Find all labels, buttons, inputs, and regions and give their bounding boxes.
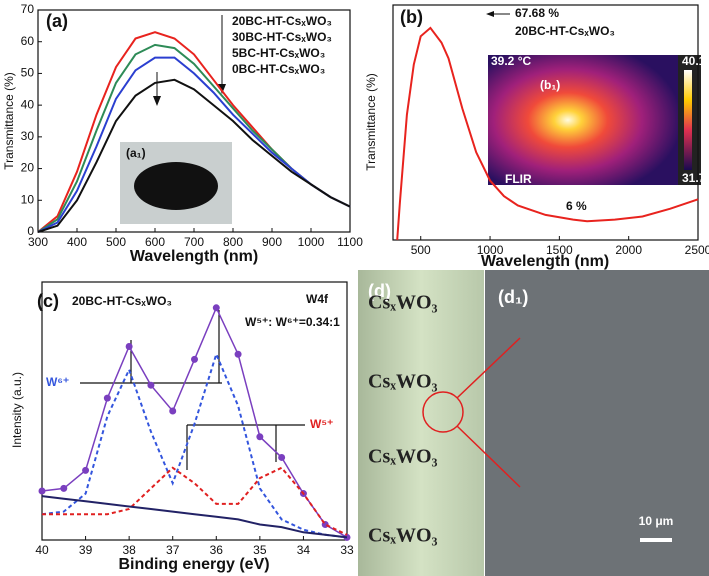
- data-point: [125, 343, 133, 350]
- legend-label: 20BC-HT-CsₓWO₃: [232, 14, 332, 28]
- data-point: [191, 355, 198, 363]
- x-tick-label: 1000: [298, 235, 325, 249]
- panel-label: (d): [368, 281, 391, 301]
- annotation: 6 %: [566, 199, 587, 213]
- x-tick-label: 2500: [685, 243, 709, 257]
- data-point: [82, 466, 90, 474]
- y-axis-label: Transmittance (%): [2, 72, 16, 170]
- colorbar: [684, 70, 692, 170]
- data-point: [212, 304, 220, 312]
- x-tick-label: 1000: [477, 243, 504, 257]
- data-point: [38, 487, 46, 495]
- x-tick-label: 600: [145, 235, 165, 249]
- scale-label: 10 μm: [639, 514, 674, 528]
- series-line: [42, 466, 348, 536]
- legend-label: 0BC-HT-CsₓWO₃: [232, 62, 325, 76]
- arrow-head: [153, 96, 161, 106]
- x-tick-label: 34: [297, 543, 311, 557]
- series-line: [41, 305, 348, 539]
- y-tick-label: 60: [21, 34, 35, 48]
- sample-text: CsₓWO₃: [368, 525, 438, 547]
- data-point: [103, 394, 111, 402]
- legend-label: 5BC-HT-CsₓWO₃: [232, 46, 325, 60]
- x-tick-label: 38: [122, 543, 136, 557]
- sample-text: CsₓWO₃: [368, 371, 438, 393]
- x-tick-label: 36: [210, 543, 224, 557]
- series-line: [37, 56, 351, 233]
- series-line: [37, 78, 351, 233]
- y-axis-label: Transmittance (%): [364, 73, 378, 171]
- y-tick-label: 30: [21, 129, 35, 143]
- plot-frame: [392, 4, 699, 241]
- x-tick-label: 35: [253, 543, 267, 557]
- panel-label: (a): [46, 11, 68, 31]
- x-tick-label: 400: [67, 235, 87, 249]
- inset-text: 40.1: [682, 54, 706, 68]
- x-tick-label: 300: [28, 235, 48, 249]
- inset-label: (a₁): [126, 146, 146, 160]
- y-axis-label: Intensity (a.u.): [10, 372, 24, 448]
- annotation: 67.68 %: [515, 6, 559, 20]
- data-point: [343, 533, 351, 541]
- data-point: [60, 484, 68, 492]
- arrow-head: [218, 84, 226, 94]
- data-point: [256, 433, 264, 441]
- zoom-label: (d₁): [498, 287, 528, 307]
- inset-text: FLIR: [505, 172, 532, 186]
- sem-image: [485, 270, 709, 576]
- inset-text: 39.2 °C: [491, 54, 531, 68]
- x-tick-label: 39: [79, 543, 93, 557]
- x-tick-label: 1500: [546, 243, 573, 257]
- legend-label: 30BC-HT-CsₓWO₃: [232, 30, 332, 44]
- annotation: W⁵⁺: W⁶⁺=0.34:1: [245, 315, 340, 329]
- x-tick-label: 40: [35, 543, 49, 557]
- x-tick-label: 800: [223, 235, 243, 249]
- y-tick-label: 70: [21, 2, 35, 16]
- annotation: 20BC-HT-CsₓWO₃: [515, 24, 615, 38]
- film-photo: [358, 270, 484, 576]
- x-tick-label: 500: [411, 243, 431, 257]
- x-axis-label: Wavelength (nm): [481, 253, 609, 270]
- annotation: W4f: [306, 292, 329, 306]
- x-tick-label: 700: [184, 235, 204, 249]
- panel-label: (c): [37, 291, 59, 311]
- series-line: [41, 351, 348, 539]
- thermal-image: [488, 55, 678, 185]
- y-tick-label: 20: [21, 161, 35, 175]
- x-tick-label: 2000: [615, 243, 642, 257]
- y-tick-label: 50: [21, 66, 35, 80]
- y-tick-label: 0: [27, 224, 34, 238]
- x-axis-label: Wavelength (nm): [130, 248, 258, 265]
- data-point: [278, 453, 286, 461]
- x-tick-label: 37: [166, 543, 180, 557]
- annotation: 20BC-HT-CsₓWO₃: [72, 294, 172, 308]
- y-tick-label: 10: [21, 192, 35, 206]
- x-axis-label: Binding energy (eV): [118, 556, 269, 573]
- data-point: [147, 381, 155, 389]
- inset-text: (b₁): [540, 78, 560, 92]
- panel-label: (b): [400, 7, 423, 27]
- x-tick-label: 1100: [337, 235, 363, 249]
- x-tick-label: 33: [340, 543, 354, 557]
- sample-text: CsₓWO₃: [368, 292, 438, 314]
- x-tick-label: 900: [262, 235, 282, 249]
- data-point: [169, 407, 177, 415]
- annotation: W⁶⁺: [46, 375, 69, 389]
- plot-frame: [41, 281, 348, 541]
- powder: [134, 162, 218, 210]
- zoom-line: [456, 337, 521, 399]
- zoom-circle: [422, 391, 464, 433]
- arrow-head: [486, 11, 494, 17]
- zoom-line: [456, 425, 521, 488]
- data-point: [234, 350, 242, 358]
- sample-text: CsₓWO₃: [368, 446, 438, 468]
- peak-brackets: [80, 310, 305, 470]
- series-line: [41, 495, 348, 539]
- annotation: W⁵⁺: [310, 417, 333, 431]
- inset-text: 31.7: [682, 171, 706, 185]
- y-tick-label: 40: [21, 97, 35, 111]
- x-tick-label: 500: [106, 235, 126, 249]
- series-line: [396, 26, 699, 241]
